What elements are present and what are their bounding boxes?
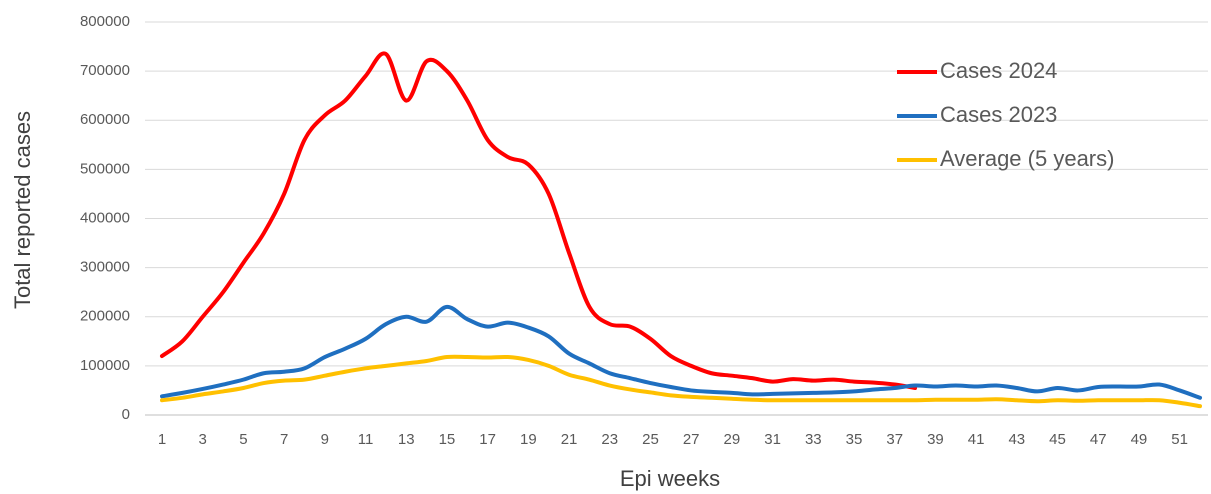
x-tick-label: 19 xyxy=(520,431,537,448)
y-tick-label: 0 xyxy=(122,406,130,423)
x-tick-label: 37 xyxy=(886,431,903,448)
y-tick-label: 200000 xyxy=(80,308,130,325)
series-line xyxy=(160,354,1202,409)
x-tick-label: 49 xyxy=(1131,431,1148,448)
x-tick-label: 25 xyxy=(642,431,659,448)
legend-label: Average (5 years) xyxy=(940,146,1114,171)
x-tick-label: 43 xyxy=(1008,431,1025,448)
x-tick-label: 29 xyxy=(724,431,741,448)
x-tick-label: 15 xyxy=(439,431,456,448)
series-line xyxy=(160,304,1202,400)
x-tick-label: 35 xyxy=(846,431,863,448)
y-tick-label: 800000 xyxy=(80,13,130,30)
legend-label: Cases 2023 xyxy=(940,102,1057,127)
x-tick-label: 1 xyxy=(158,431,166,448)
x-tick-label: 3 xyxy=(199,431,207,448)
x-tick-label: 7 xyxy=(280,431,288,448)
x-tick-label: 5 xyxy=(239,431,247,448)
x-tick-label: 45 xyxy=(1049,431,1066,448)
series-line xyxy=(160,51,918,390)
x-tick-label: 9 xyxy=(321,431,329,448)
x-tick-label: 33 xyxy=(805,431,822,448)
y-tick-label: 100000 xyxy=(80,357,130,374)
y-tick-label: 400000 xyxy=(80,209,130,226)
legend-label: Cases 2024 xyxy=(940,58,1057,83)
x-tick-label: 11 xyxy=(358,431,374,448)
x-tick-label: 21 xyxy=(561,431,578,448)
x-axis-label: Epi weeks xyxy=(620,466,720,491)
x-tick-label: 23 xyxy=(601,431,618,448)
x-tick-label: 13 xyxy=(398,431,415,448)
x-tick-label: 47 xyxy=(1090,431,1107,448)
x-tick-label: 51 xyxy=(1171,431,1188,448)
x-tick-label: 31 xyxy=(764,431,781,448)
y-tick-label: 700000 xyxy=(80,62,130,79)
x-tick-label: 41 xyxy=(968,431,985,448)
y-tick-label: 500000 xyxy=(80,160,130,177)
y-axis-label: Total reported cases xyxy=(10,111,35,309)
x-tick-label: 39 xyxy=(927,431,944,448)
y-tick-label: 300000 xyxy=(80,259,130,276)
x-tick-label: 27 xyxy=(683,431,700,448)
y-tick-label: 600000 xyxy=(80,111,130,128)
x-tick-label: 17 xyxy=(479,431,496,448)
